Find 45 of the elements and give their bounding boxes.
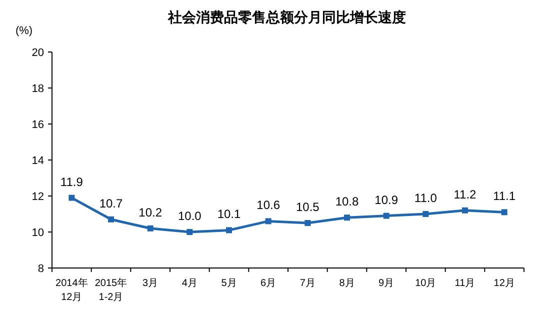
data-label: 10.9 (374, 192, 398, 207)
point (422, 211, 429, 217)
point (68, 194, 75, 201)
x-tick-label: 12月 (494, 278, 515, 289)
point (344, 214, 350, 221)
data-label: 10.1 (217, 207, 241, 222)
x-tick-label: 4月 (182, 278, 198, 289)
data-label: 10.8 (335, 194, 359, 209)
y-tick-label: 18 (32, 83, 44, 95)
data-label: 10.6 (256, 198, 280, 212)
point (147, 225, 154, 232)
x-tick-label: 9月 (378, 278, 394, 289)
x-tick-label: 5月 (221, 278, 237, 289)
data-label: 11.1 (493, 189, 516, 204)
point (501, 209, 508, 216)
y-tick-label: 8 (38, 263, 44, 275)
point (304, 220, 311, 226)
x-tick-label: 3月 (142, 278, 158, 289)
data-label: 11.0 (414, 191, 438, 205)
data-label: 10.7 (99, 196, 123, 210)
point (226, 227, 232, 234)
x-tick-label: 11月 (454, 278, 476, 289)
data-label: 11.9 (60, 174, 84, 189)
point (462, 207, 468, 214)
y-axis-title: (%) (15, 25, 33, 37)
x-tick-label: 6月 (260, 278, 276, 289)
x-tick-label: 2014年 12月 (56, 277, 88, 303)
point (108, 216, 114, 222)
data-label: 10.5 (296, 200, 320, 214)
y-tick-label: 14 (32, 155, 44, 167)
point (186, 229, 193, 235)
x-tick-label: 10月 (415, 278, 436, 289)
x-tick-label: 8月 (339, 278, 355, 289)
point (383, 212, 390, 219)
y-tick-label: 10 (32, 227, 44, 239)
data-label: 11.2 (454, 187, 477, 202)
y-tick-label: 12 (32, 191, 44, 203)
x-tick-label: 2015年 1-2月 (94, 277, 128, 303)
y-tick-label: 16 (32, 119, 44, 131)
point (265, 218, 272, 224)
y-tick-label: 20 (32, 47, 44, 59)
data-label: 10.2 (138, 205, 162, 220)
x-tick-label: 7月 (300, 278, 316, 289)
data-label: 10.0 (178, 209, 202, 223)
chart-title: 社会消费品零售总额分月同比增长速度 (167, 9, 406, 25)
